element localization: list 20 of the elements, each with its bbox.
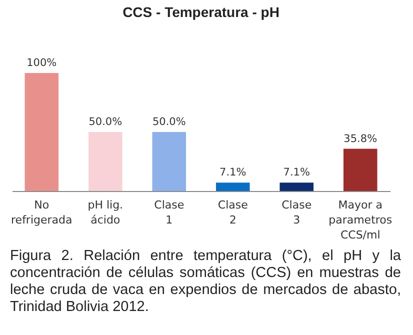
bar <box>24 73 59 191</box>
bar <box>280 182 314 191</box>
bar <box>88 132 122 191</box>
data-label: 100% <box>26 57 57 69</box>
text: Figura 2. Relación entre temperatura (°C), el pH y la concentración de células somáticas (CCS) en muestras de leche cruda de vaca en expendios de mercados de abasto, Trinidad Bolivia 2012. <box>10 248 401 316</box>
data-label: 35.8% <box>344 132 378 145</box>
data-label: 50.0% <box>88 116 122 128</box>
x-tick-label: Clase 3 <box>282 198 312 226</box>
bar <box>216 182 250 191</box>
bar <box>343 148 378 191</box>
data-label: 50.0% <box>152 116 186 128</box>
x-tick-label: No refrigerada <box>11 198 72 226</box>
x-tick-label: Clase 2 <box>218 198 248 226</box>
bar <box>152 132 186 191</box>
data-label: 7.1% <box>220 166 246 179</box>
data-label: 7.1% <box>283 166 310 179</box>
x-tick-label: pH lig. ácido <box>88 198 124 226</box>
x-tick-label: Mayor a parametros CCS/ml <box>328 198 392 242</box>
x-tick-label: Clase 1 <box>154 198 184 226</box>
chart-title: CCS - Temperatura - pH <box>122 4 280 20</box>
